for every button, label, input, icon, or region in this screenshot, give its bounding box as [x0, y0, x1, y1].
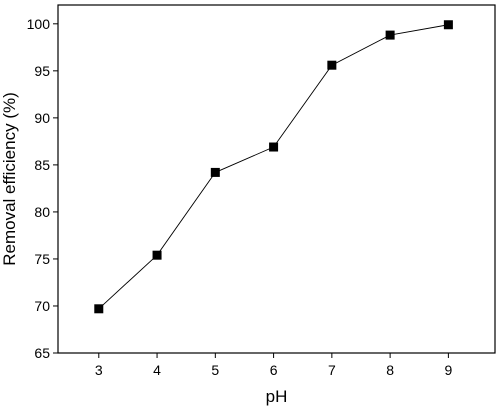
x-tick-label: 3 — [95, 362, 103, 378]
x-tick-label: 4 — [153, 362, 161, 378]
data-point — [443, 20, 453, 30]
y-tick-label: 100 — [27, 16, 51, 32]
y-tick-label: 90 — [34, 110, 50, 126]
data-point — [385, 30, 395, 40]
x-tick-label: 8 — [386, 362, 394, 378]
y-axis: 65 70 75 80 85 90 95 100 — [27, 16, 58, 361]
plot-frame — [57, 4, 496, 354]
data-point — [327, 60, 337, 70]
y-tick-label: 80 — [34, 204, 50, 220]
x-tick-label: 5 — [211, 362, 219, 378]
y-axis-title: Removal efficiency (%) — [0, 92, 19, 266]
x-tick-label: 7 — [328, 362, 336, 378]
x-axis-title: pH — [266, 387, 288, 406]
series-line — [98, 24, 449, 310]
data-point — [152, 250, 162, 260]
x-axis: 3 4 5 6 7 8 9 — [95, 353, 452, 378]
data-point — [210, 167, 220, 177]
y-tick-label: 95 — [34, 63, 50, 79]
y-tick-label: 75 — [34, 251, 50, 267]
data-series — [94, 20, 453, 314]
data-point — [269, 142, 279, 152]
y-tick-label: 70 — [34, 298, 50, 314]
y-tick-label: 85 — [34, 157, 50, 173]
x-tick-label: 9 — [444, 362, 452, 378]
x-tick-label: 6 — [270, 362, 278, 378]
data-point — [94, 304, 104, 314]
y-tick-label: 65 — [34, 345, 50, 361]
